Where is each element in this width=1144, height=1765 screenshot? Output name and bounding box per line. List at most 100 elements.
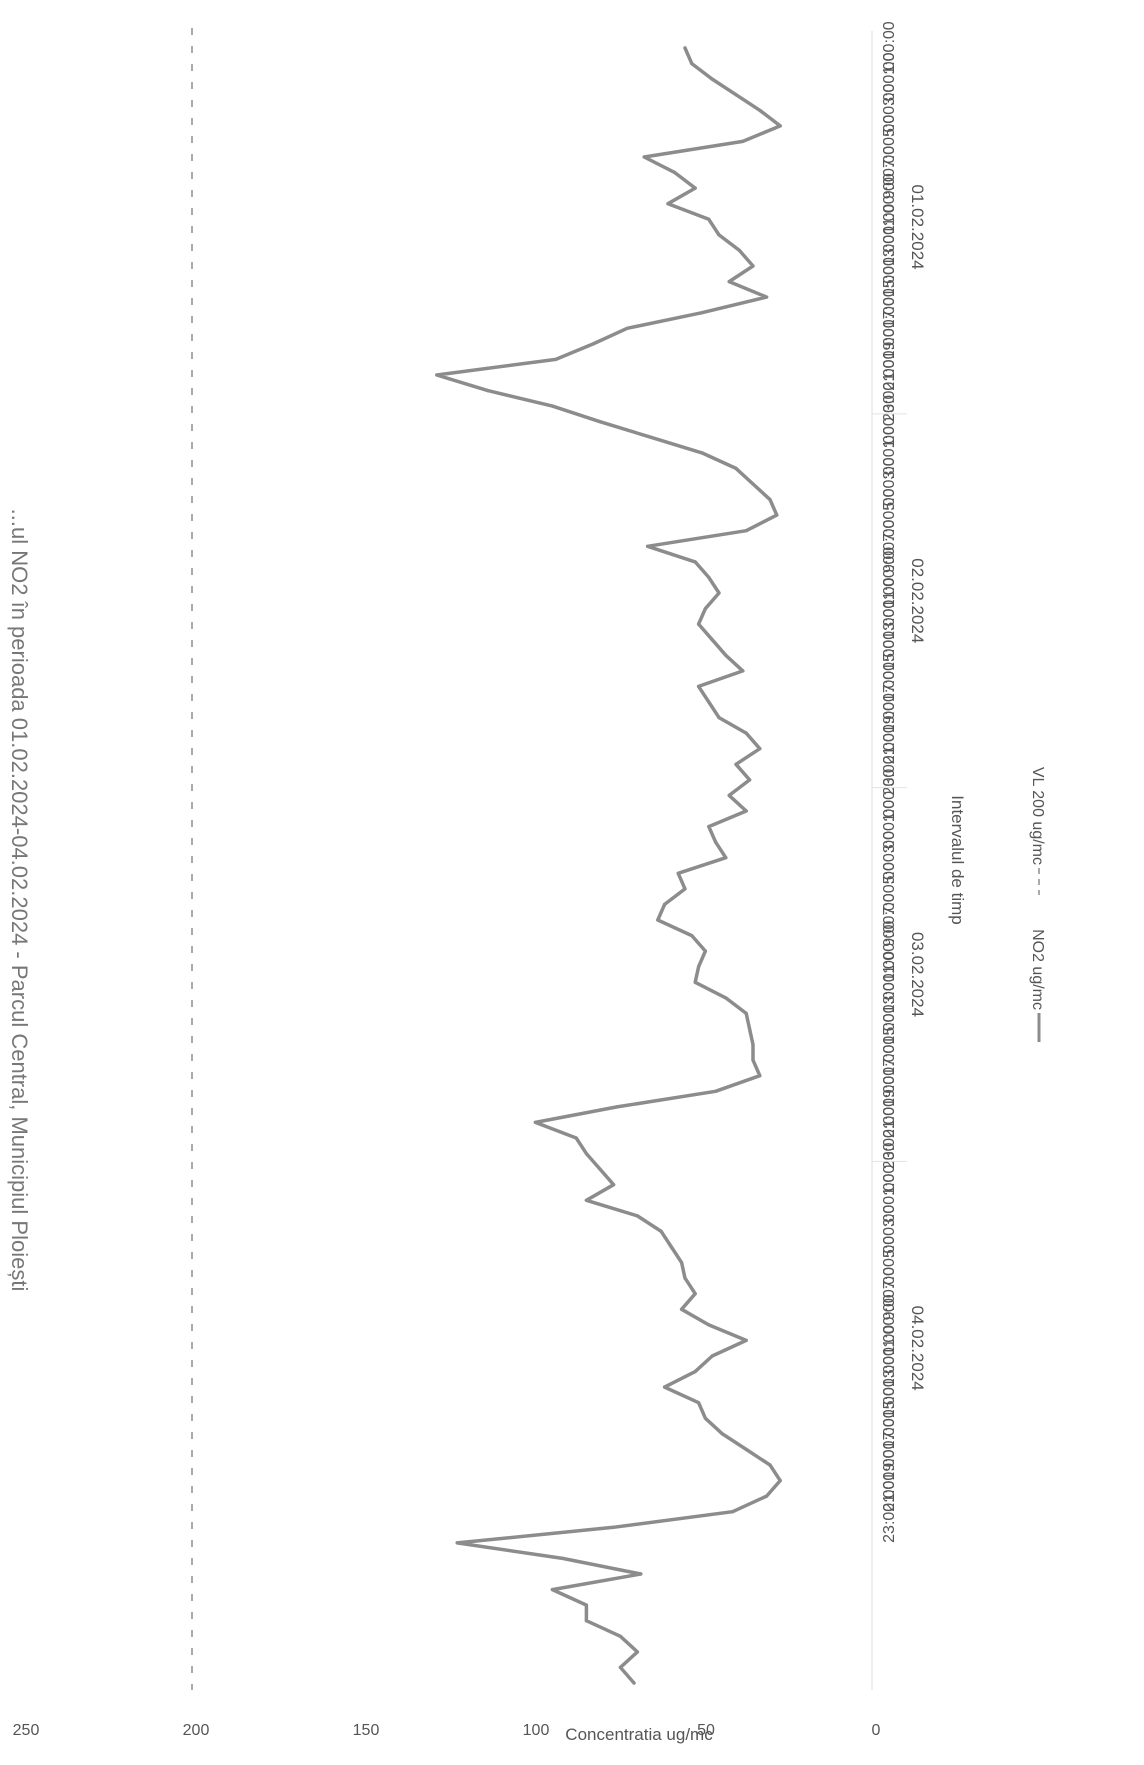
series-no2-point	[744, 731, 748, 735]
series-no2-point	[717, 591, 721, 595]
y-tick-label: 0	[872, 1722, 881, 1739]
x-tick-label: 9:00:00	[881, 1267, 898, 1320]
series-no2-point	[584, 1619, 588, 1623]
series-no2-point	[663, 902, 667, 907]
x-tick-label: 5:00:00	[881, 1205, 898, 1258]
series-no2-point	[584, 1198, 588, 1202]
series-no2-point	[751, 264, 755, 268]
series-no2-point	[741, 139, 745, 143]
x-tick-label: 19:00:00	[881, 1418, 898, 1480]
series-no2-point	[703, 949, 707, 953]
series-no2-point	[683, 887, 687, 891]
series-no2-point	[778, 124, 782, 128]
x-tick-label: 17:00:00	[881, 266, 898, 328]
legend-label-limit: VL 200 ug/mc	[1029, 767, 1046, 865]
x-tick-label: 5:00:00	[881, 83, 898, 136]
series-no2-point	[635, 1650, 639, 1654]
x-tick-label: 15:00:00	[881, 608, 898, 670]
x-tick-label: 19:00:00	[881, 671, 898, 733]
series-no2-point	[751, 1058, 755, 1062]
series-no2-point	[693, 560, 697, 564]
series-no2-point	[741, 669, 745, 673]
x-tick-label: 11:00:00	[881, 920, 898, 981]
series-no2-point	[611, 1183, 616, 1187]
series-no2-point	[683, 1276, 687, 1280]
series-no2-point	[554, 357, 558, 361]
series-no2-point	[574, 1136, 578, 1140]
series-no2-point	[673, 171, 677, 175]
series-no2-point	[744, 1011, 748, 1016]
series-no2-point	[683, 46, 687, 50]
series-no2-point	[703, 1416, 707, 1420]
series-no2-point	[714, 1089, 718, 1093]
x-tick-label: 15:00:00	[881, 982, 898, 1044]
x-tick-label: 3:00:00	[881, 1173, 898, 1226]
x-axis-title: Intervalul de timp	[948, 795, 967, 924]
y-tick-label: 250	[13, 1722, 40, 1739]
x-tick-label: 17:00:00	[881, 1013, 898, 1075]
x-date-label: 02.02.2024	[908, 558, 927, 643]
series-no2-point	[550, 404, 554, 408]
series-no2-point	[707, 575, 711, 580]
series-no2-point	[710, 638, 714, 642]
series-no2-point	[758, 1074, 762, 1078]
series-no2-point	[703, 607, 707, 611]
y-tick-label: 100	[523, 1722, 550, 1739]
series-no2-point	[707, 700, 711, 704]
series-no2-point	[598, 1167, 602, 1171]
series-no2-point	[768, 1463, 772, 1467]
x-tick-label: 5:00:00	[881, 831, 898, 884]
x-tick-label: 21:00:00	[881, 1076, 898, 1138]
series-no2-point	[435, 373, 439, 377]
series-no2-point	[751, 1043, 755, 1047]
series-no2-point	[618, 1665, 622, 1670]
series-no2-point	[727, 793, 731, 798]
series-no2-point	[737, 248, 741, 252]
series-no2-point	[591, 342, 595, 346]
series-no2-point	[680, 1261, 684, 1265]
series-no2-point	[697, 622, 701, 626]
x-axis-hour-ticks: 1:00:003:00:005:00:007:00:009:00:0011:00…	[872, 21, 907, 1543]
series-no2-point	[710, 77, 714, 81]
x-tick-label: 23:00:00	[881, 359, 898, 421]
x-tick-label: 15:00:00	[881, 235, 898, 297]
series-no2-point	[584, 1603, 588, 1607]
series-no2-point	[724, 996, 728, 1000]
x-tick-label: 23:00:00	[881, 733, 898, 795]
series-no2-point	[659, 1229, 663, 1234]
series-no2-point	[724, 856, 728, 860]
x-tick-label: 13:00:00	[881, 204, 898, 266]
series-no2-point	[707, 217, 711, 221]
series-no2-point	[646, 544, 650, 548]
x-tick-label: 7:00:00	[881, 115, 898, 168]
x-tick-label: 7:00:00	[881, 1236, 898, 1289]
series-no2-point	[744, 1338, 748, 1343]
series-no2-point	[584, 1152, 588, 1156]
series-no2-point	[765, 1494, 769, 1498]
series-no2-point	[734, 762, 738, 766]
series-no2-point	[649, 435, 653, 439]
series-no2-point	[635, 1214, 639, 1218]
x-tick-label: 21:00:00	[881, 702, 898, 764]
x-tick-label: 19:00:00	[881, 1044, 898, 1106]
x-tick-label: 13:00:00	[881, 577, 898, 639]
series-no2-point	[717, 233, 721, 237]
series-no2-point	[533, 1120, 537, 1125]
plot-area	[191, 28, 782, 1690]
y-axis-ticks: 0 50 100 150 200 250	[13, 1722, 881, 1739]
series-no2-point	[778, 1479, 782, 1483]
x-tick-label: 13:00:00	[881, 951, 898, 1013]
series-no2-point	[693, 186, 697, 190]
x-tick-label: 17:00:00	[881, 640, 898, 702]
x-tick-label: 1:00:00	[881, 1142, 898, 1195]
y-axis-title: Concentratia ug/mc	[565, 1725, 713, 1744]
y-tick-label: 150	[353, 1722, 380, 1739]
series-no2-point	[666, 202, 670, 206]
series-no2-point	[768, 498, 772, 502]
series-no2-point	[744, 1447, 748, 1452]
x-axis-date-ticks: 01.02.2024 02.02.2024 03.02.2024 04.02.2024	[908, 185, 927, 1391]
series-no2-point	[663, 1385, 667, 1389]
series-no2-point	[598, 420, 602, 424]
series-no2-point	[615, 1105, 619, 1109]
